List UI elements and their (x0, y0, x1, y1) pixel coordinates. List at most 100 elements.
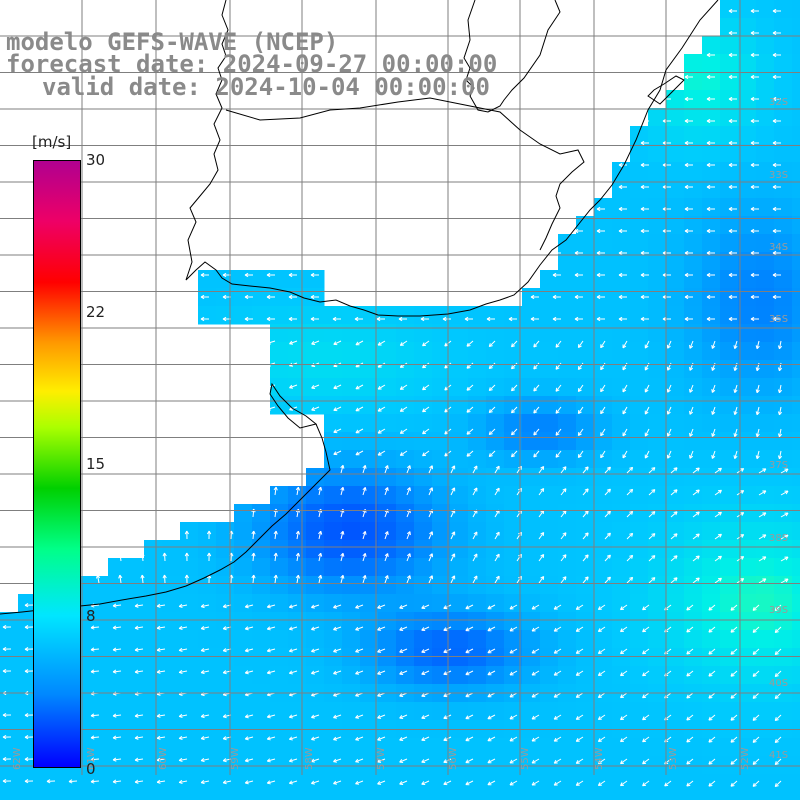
sea-cell (720, 504, 739, 523)
sea-cell (360, 576, 379, 595)
wind-arrow (156, 735, 166, 740)
coastline-bay (269, 382, 318, 429)
sea-cell (774, 630, 793, 649)
wind-arrow (596, 206, 605, 212)
sea-cell (594, 504, 613, 523)
wind-arrow (509, 670, 518, 676)
sea-cell (324, 792, 343, 800)
sea-cell (198, 630, 217, 649)
wind-arrow (112, 625, 122, 630)
sea-cell (18, 648, 37, 667)
sea-cell (234, 630, 253, 649)
sea-cell (252, 288, 271, 307)
sea-cell (774, 144, 793, 163)
sea-cell (0, 612, 19, 631)
sea-cell (558, 306, 577, 325)
sea-cell (666, 774, 685, 793)
sea-cell (522, 666, 541, 685)
sea-cell (612, 576, 631, 595)
sea-cell (432, 558, 451, 577)
sea-cell (468, 540, 487, 559)
sea-cell (576, 450, 595, 469)
sea-cell (756, 396, 775, 415)
wind-arrow (708, 780, 716, 787)
sea-cell (216, 630, 235, 649)
sea-cell (468, 414, 487, 433)
wind-arrow (178, 669, 188, 675)
sea-cell (450, 450, 469, 469)
sea-cell (774, 486, 793, 505)
sea-cell (594, 486, 613, 505)
wind-arrow (750, 140, 759, 146)
wind-arrow (90, 779, 100, 784)
wind-arrow (184, 552, 189, 562)
sea-cell (306, 792, 325, 800)
sea-cell (342, 468, 361, 487)
sea-cell (738, 306, 757, 325)
wind-arrow (134, 647, 144, 652)
sea-cell (738, 432, 757, 451)
sea-cell (450, 612, 469, 631)
longitude-label: 60W (158, 747, 169, 770)
wind-arrow (772, 250, 781, 256)
sea-cell (468, 432, 487, 451)
wind-arrow (648, 511, 656, 518)
valid-date: valid date: 2024-10-04 00:00:00 (42, 73, 490, 101)
sea-cell (630, 702, 649, 721)
wind-arrow (311, 406, 320, 411)
wind-arrow (310, 294, 319, 300)
sea-cell (702, 252, 721, 271)
wind-arrow (399, 626, 408, 631)
wind-arrow (689, 340, 694, 349)
sea-cell (720, 180, 739, 199)
sea-cell (648, 558, 667, 577)
wind-arrow (486, 316, 495, 322)
sea-cell (594, 252, 613, 271)
sea-cell (612, 504, 631, 523)
sea-cell (450, 540, 469, 559)
sea-cell (450, 468, 469, 487)
wind-arrow (24, 735, 34, 740)
sea-cell (648, 630, 667, 649)
sea-cell (648, 792, 667, 800)
wind-arrow (406, 465, 411, 474)
sea-cell (378, 396, 397, 415)
wind-arrow (640, 250, 649, 256)
sea-cell (774, 558, 793, 577)
sea-cell (648, 306, 667, 325)
sea-cell (558, 702, 577, 721)
sea-cell (612, 324, 631, 343)
sea-cell (234, 792, 253, 800)
sea-cell (522, 540, 541, 559)
sea-cell (594, 396, 613, 415)
sea-cell (774, 288, 793, 307)
wind-arrow (406, 531, 411, 540)
wind-arrow (780, 512, 789, 518)
sea-cell (414, 432, 433, 451)
wind-arrow (200, 625, 210, 631)
sea-cell (486, 522, 505, 541)
wind-arrow (399, 384, 408, 390)
sea-cell (234, 288, 253, 307)
wind-arrow (244, 626, 254, 631)
wind-arrow (538, 554, 545, 562)
wind-arrow (399, 648, 408, 653)
sea-cell (198, 702, 217, 721)
wind-arrow (156, 779, 166, 784)
sea-cell (432, 306, 451, 325)
sea-cell (738, 108, 757, 127)
model-title: modelo GEFS-WAVE (NCEP) (6, 28, 339, 56)
sea-cell (702, 234, 721, 253)
sea-cell (720, 756, 739, 775)
wind-arrow (377, 780, 386, 785)
wind-arrow (642, 692, 650, 699)
wind-arrow (689, 384, 694, 393)
sea-cell (270, 360, 289, 379)
sea-cell (234, 702, 253, 721)
sea-cell (144, 792, 163, 800)
wind-arrow (733, 340, 738, 350)
wind-arrow (112, 669, 122, 674)
sea-cell (630, 666, 649, 685)
wind-arrow (666, 406, 672, 415)
sea-cell (756, 54, 775, 73)
